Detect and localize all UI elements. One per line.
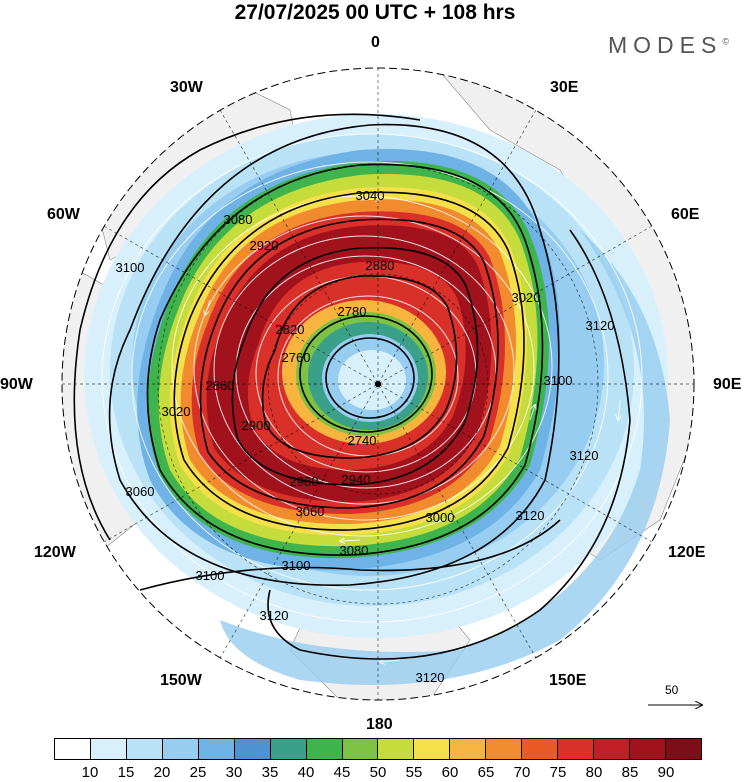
contour-label: 3120	[516, 508, 545, 523]
band-east-jet	[220, 230, 670, 685]
contour-label: 2920	[250, 238, 279, 253]
contour-label: 3100	[116, 260, 145, 275]
lon-label-30e: 30E	[550, 79, 579, 96]
colorbar-box	[522, 739, 559, 759]
brand-logo: MODES©	[608, 32, 729, 59]
colorbar-box	[198, 739, 235, 759]
contour-label: 3100	[282, 558, 311, 573]
colorbar-tick-label: 20	[153, 764, 171, 781]
colorbar-box	[558, 739, 595, 759]
height-contours	[73, 113, 631, 660]
contour-label: 3080	[340, 543, 369, 558]
streamlines	[101, 133, 643, 662]
contour-label: 3120	[416, 670, 445, 685]
lon-label-180: 180	[366, 716, 393, 733]
lon-label-150e: 150E	[549, 672, 587, 689]
lon-label-150w: 150W	[160, 672, 202, 689]
lon-label-60e: 60E	[671, 206, 700, 223]
colorbar-tick-label: 10	[81, 764, 99, 781]
contour-label: 2820	[276, 322, 305, 337]
contour-label: 2880	[366, 258, 395, 273]
colorbar-tick-label: 40	[297, 764, 315, 781]
colorbar-tick-label: 50	[369, 764, 387, 781]
contour-label: 3040	[356, 188, 385, 203]
contour-label: 3120	[586, 318, 615, 333]
colorbar-tick-label: 75	[549, 764, 567, 781]
brand-name: MODES	[608, 32, 723, 58]
contour-label-group: 3040 3080 3100 2880 2920 2780 2760 2740 …	[116, 188, 615, 685]
contour-label: 3000	[426, 510, 455, 525]
colorbar-box	[450, 739, 487, 759]
colorbar-box	[55, 739, 91, 759]
colorbar-tick-label: 80	[585, 764, 603, 781]
colorbar-box	[234, 739, 271, 759]
contour-label: 2740	[348, 433, 377, 448]
lon-label-120e: 120E	[668, 544, 706, 561]
vector-reference-label: 50	[665, 683, 679, 697]
contour-label: 2940	[342, 472, 371, 487]
colorbar-tick-label: 45	[333, 764, 351, 781]
colorbar-box	[665, 739, 701, 759]
contour-label: 3100	[196, 568, 225, 583]
colorbar-tick-label: 30	[225, 764, 243, 781]
colorbar-box	[126, 739, 163, 759]
contour-label: 3060	[296, 504, 325, 519]
lon-label-90e: 90E	[713, 376, 742, 393]
colorbar-tick-label: 90	[657, 764, 675, 781]
colorbar-box	[342, 739, 379, 759]
brand-mark: ©	[722, 36, 729, 47]
contour-label: 3120	[260, 608, 289, 623]
colorbar-box	[90, 739, 127, 759]
lon-label-60w: 60W	[47, 206, 80, 223]
colorbar-box	[594, 739, 630, 759]
colorbar-tick-label: 15	[117, 764, 135, 781]
map-border	[61, 67, 695, 701]
graticule	[62, 68, 694, 700]
colorbar-box	[630, 739, 666, 759]
colorbar	[54, 738, 702, 760]
contour-label: 3100	[544, 373, 573, 388]
colorbar-tick-label: 60	[441, 764, 459, 781]
contour-label: 3120	[570, 448, 599, 463]
map-title: 27/07/2025 00 UTC + 108 hrs	[234, 1, 516, 24]
colorbar-box	[486, 739, 523, 759]
pole-marker	[375, 381, 381, 387]
contour-label: 3020	[512, 290, 541, 305]
colorbar-tick-label: 70	[513, 764, 531, 781]
colorbar-tick-label: 65	[477, 764, 495, 781]
colorbar-box	[162, 739, 199, 759]
colorbar-tick-label: 85	[621, 764, 639, 781]
colorbar-box	[378, 739, 415, 759]
lon-label-0: 0	[371, 34, 380, 51]
colorbar-tick-label: 25	[189, 764, 207, 781]
contour-label: 2860	[206, 378, 235, 393]
colorbar-box	[414, 739, 451, 759]
contour-label: 3080	[224, 212, 253, 227]
contour-label: 2760	[282, 350, 311, 365]
colorbar-box	[306, 739, 343, 759]
lon-label-120w: 120W	[34, 544, 76, 561]
lon-label-90w: 90W	[0, 376, 33, 393]
colorbar-tick-label: 35	[261, 764, 279, 781]
contour-label: 3060	[126, 484, 155, 499]
contour-label: 2980	[290, 474, 319, 489]
colorbar-tick-label: 55	[405, 764, 423, 781]
contour-label: 3020	[162, 404, 191, 419]
colorbar-box	[270, 739, 307, 759]
contour-label: 2900	[242, 418, 271, 433]
contour-label: 2780	[338, 304, 367, 319]
lon-label-30w: 30W	[170, 79, 203, 96]
